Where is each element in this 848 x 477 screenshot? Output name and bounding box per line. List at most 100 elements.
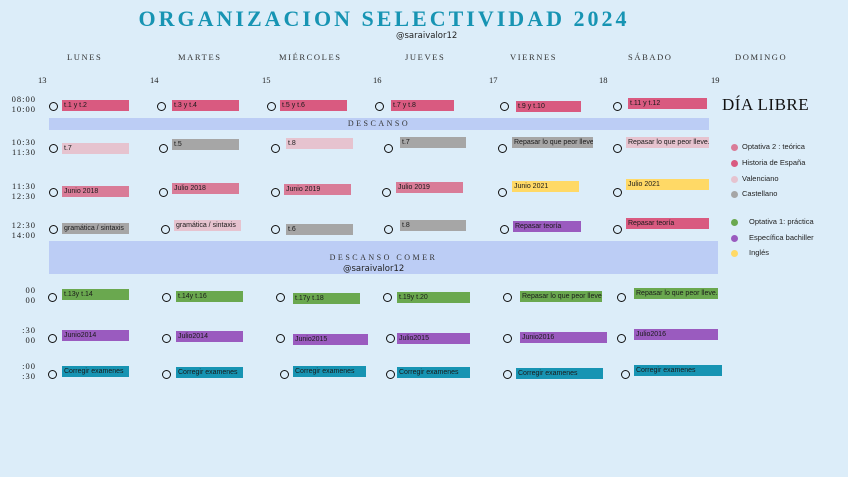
task-label: Junio 2019 [284,184,351,195]
task-label: t.3 y t.4 [172,100,239,111]
task-checkbox[interactable] [159,188,168,197]
task-label: Junio 2021 [512,181,579,192]
task-checkbox[interactable] [500,225,509,234]
task-label: t.8 [286,138,353,149]
legend-label: Optativa 2 : teórica [742,142,805,151]
task-label: Julio 2018 [172,183,239,194]
task-checkbox[interactable] [384,144,393,153]
task-checkbox[interactable] [276,293,285,302]
time-slot-line: 10:30 [11,137,36,147]
task-checkbox[interactable] [162,293,171,302]
task-label: Julio 2021 [626,179,709,190]
break-label: DESCANSO [347,119,411,128]
task-label: t.5 y t.6 [280,100,347,111]
task-checkbox[interactable] [382,188,391,197]
task-checkbox[interactable] [386,370,395,379]
task-label: t.7 y t.8 [391,100,454,111]
time-slot-line: 12:30 [11,220,36,230]
legend-label: Optativa 1: práctica [749,217,814,226]
legend-swatch [731,160,738,167]
task-checkbox[interactable] [617,334,626,343]
lunch-break-band [49,241,718,274]
task-checkbox[interactable] [613,188,622,197]
time-slot-line: 11:30 [11,147,36,157]
task-checkbox[interactable] [271,188,280,197]
task-checkbox[interactable] [500,102,509,111]
task-checkbox[interactable] [621,370,630,379]
task-checkbox[interactable] [271,144,280,153]
task-checkbox[interactable] [375,102,384,111]
task-label: Julio2015 [397,333,470,344]
date-label: 15 [262,75,271,85]
task-checkbox[interactable] [498,188,507,197]
day-header: VIERNES [510,52,558,62]
task-checkbox[interactable] [276,334,285,343]
task-label: Corregir examenes [62,366,129,377]
task-checkbox[interactable] [384,225,393,234]
task-checkbox[interactable] [498,144,507,153]
task-checkbox[interactable] [503,334,512,343]
day-header: MARTES [178,52,222,62]
task-checkbox[interactable] [271,225,280,234]
time-slot-line: :30 [22,325,36,335]
task-checkbox[interactable] [49,225,58,234]
task-checkbox[interactable] [613,144,622,153]
task-label: t.6 [286,224,353,235]
task-label: t.8 [400,220,466,231]
task-label: Junio2015 [293,334,368,345]
task-checkbox[interactable] [157,102,166,111]
day-header: SÁBADO [628,52,673,62]
lunch-handle: @saraivalor12 [343,264,405,274]
task-checkbox[interactable] [49,144,58,153]
task-checkbox[interactable] [617,293,626,302]
time-slot: 00 00 [0,285,36,305]
task-label: t.9 y t.10 [516,101,581,112]
date-label: 17 [489,75,498,85]
day-header: DOMINGO [735,52,788,62]
task-checkbox[interactable] [162,370,171,379]
task-checkbox[interactable] [503,370,512,379]
free-day-label: DÍA LIBRE [722,95,810,114]
task-label: Julio 2019 [396,182,463,193]
date-label: 13 [38,75,47,85]
task-label: t.14y t.16 [176,291,243,302]
task-label: Junio2014 [62,330,129,341]
task-checkbox[interactable] [162,334,171,343]
task-label: t.7 [62,143,129,154]
date-label: 16 [373,75,382,85]
task-checkbox[interactable] [161,225,170,234]
day-header: MIÉRCOLES [279,52,342,62]
task-checkbox[interactable] [159,144,168,153]
legend-swatch [731,219,738,226]
time-slot: 08:00 10:00 [0,94,36,114]
task-checkbox[interactable] [267,102,276,111]
task-checkbox[interactable] [49,102,58,111]
task-label: Corregir examenes [397,367,470,378]
task-checkbox[interactable] [48,334,57,343]
task-label: Julio2014 [176,331,243,342]
legend-label: Valenciano [742,174,779,183]
time-slot-line: 08:00 [11,94,36,104]
task-checkbox[interactable] [280,370,289,379]
task-checkbox[interactable] [48,370,57,379]
task-checkbox[interactable] [383,293,392,302]
time-slot-line: 14:00 [11,230,36,240]
task-label: Repasar lo que peor lleve. [626,137,709,148]
task-checkbox[interactable] [49,188,58,197]
task-label: Repasar lo que peor lleve. [520,291,602,302]
task-label: gramática / sintaxis [174,220,241,231]
task-checkbox[interactable] [613,102,622,111]
time-slot: :00:30 [0,361,36,381]
legend-swatch [731,176,738,183]
task-label: Junio 2018 [62,186,129,197]
task-checkbox[interactable] [48,293,57,302]
day-header: LUNES [67,52,103,62]
task-label: t.5 [172,139,239,150]
author-handle: @saraivalor12 [396,31,458,41]
task-label: Corregir examenes [293,366,366,377]
task-checkbox[interactable] [613,225,622,234]
task-label: t.11 y t.12 [628,98,707,109]
task-checkbox[interactable] [386,334,395,343]
task-checkbox[interactable] [503,293,512,302]
lunch-break-label: DESCANSO COMER [329,253,438,262]
